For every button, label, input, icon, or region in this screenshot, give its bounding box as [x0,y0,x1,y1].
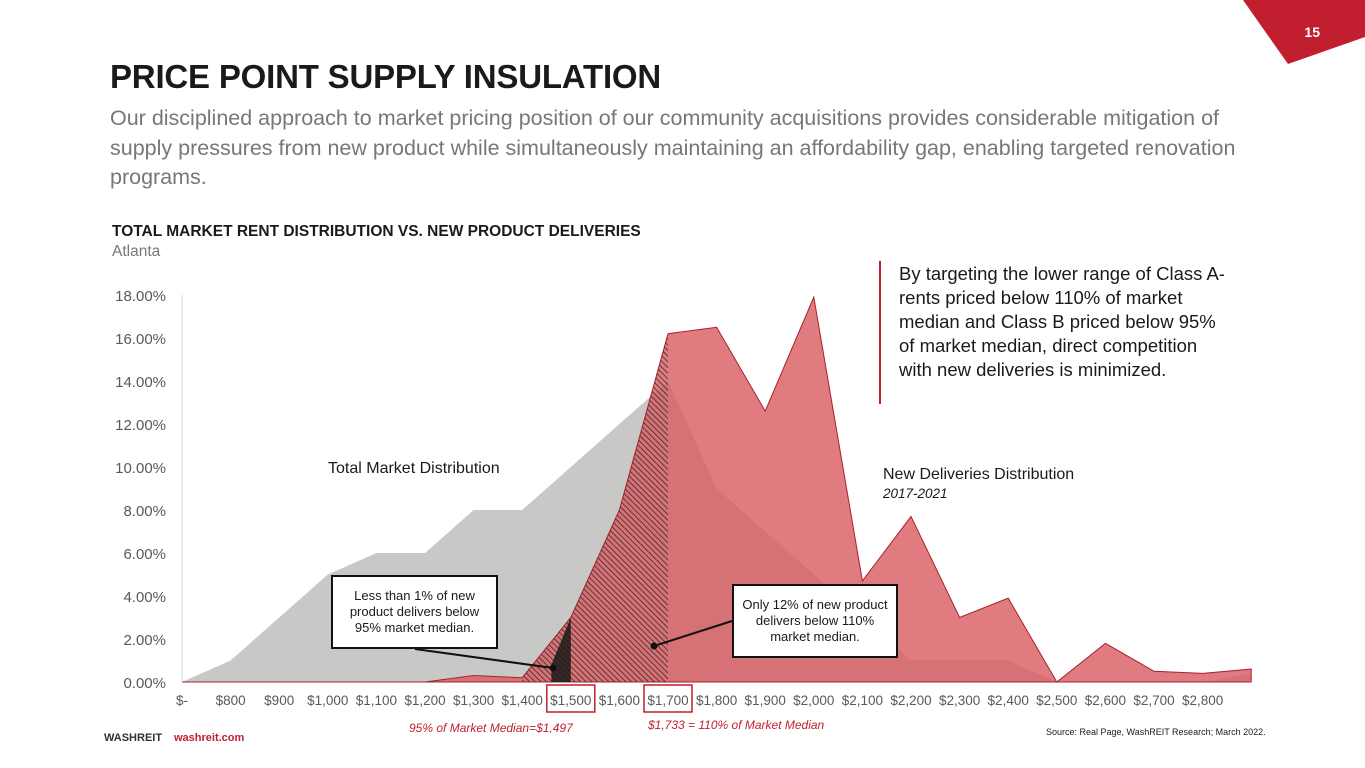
x-tick-label: $1,600 [599,693,640,708]
low-note-leader [414,648,554,669]
deliveries-series-sublabel: 2017-2021 [882,486,948,501]
x-tick-label: $2,200 [890,693,931,708]
footer-brand: WASHREIT [104,732,163,744]
y-tick-label: 14.00% [115,374,166,391]
footer-link[interactable]: washreit.com [174,732,245,744]
x-tick-label: $1,800 [696,693,737,708]
median-95-note: 95% of Market Median=$1,497 [409,721,573,735]
x-tick-label: $- [176,693,188,708]
x-tick-label: $800 [216,693,246,708]
x-tick-label: $1,300 [453,693,494,708]
high-note-dot [650,642,658,650]
y-tick-label: 4.00% [123,589,166,606]
x-tick-label: $2,100 [842,693,883,708]
callout-bar [879,261,886,404]
chart-title: TOTAL MARKET RENT DISTRIBUTION VS. NEW P… [112,223,641,240]
page-subtitle: Our disciplined approach to market prici… [110,106,1236,189]
x-tick-label: $2,300 [939,693,980,708]
x-tick-label: $1,500 [550,693,591,708]
market-series-label: Total Market Distribution [328,460,500,477]
x-tick-label: $2,800 [1182,693,1223,708]
page-number: 15 [1304,24,1320,40]
x-tick-label: $1,400 [502,693,543,708]
high-note-leader [653,620,733,647]
x-tick-label: $900 [264,693,294,708]
median-110-note: $1,733 = 110% of Market Median [648,718,825,732]
y-tick-label: 12.00% [115,417,166,434]
x-tick-label: $1,200 [404,693,445,708]
x-tick-label: $1,100 [356,693,397,708]
page-title: PRICE POINT SUPPLY INSULATION [110,58,662,95]
deliveries-area [182,295,1252,683]
x-tick-highlight [643,684,693,713]
y-tick-label: 10.00% [115,460,166,477]
y-tick-label: 6.00% [123,546,166,563]
source-note: Source: Real Page, WashREIT Research; Ma… [1046,727,1266,737]
y-tick-label: 8.00% [123,503,166,520]
x-tick-label: $2,000 [793,693,834,708]
low-share-note: Less than 1% of new product delivers bel… [331,575,498,649]
x-tick-label: $1,900 [745,693,786,708]
x-tick-label: $1,000 [307,693,348,708]
low-note-dot [549,664,557,672]
chart-subtitle: Atlanta [112,243,161,260]
callout-text: By targeting the lower range of Class A-… [899,263,1225,380]
x-tick-label: $2,700 [1133,693,1174,708]
high-share-note: Only 12% of new product delivers below 1… [732,584,898,658]
below-110-hatch [522,333,668,682]
deliveries-series-label: New Deliveries Distribution [883,466,1074,483]
x-tick-label: $1,700 [647,693,688,708]
x-tick-label: $2,400 [988,693,1029,708]
below-95-shade [551,617,571,682]
y-tick-label: 16.00% [115,331,166,348]
y-tick-label: 2.00% [123,632,166,649]
x-tick-label: $2,500 [1036,693,1077,708]
y-tick-label: 18.00% [115,288,166,305]
x-tick-label: $2,600 [1085,693,1126,708]
x-tick-highlight [546,684,596,713]
y-tick-label: 0.00% [123,675,166,692]
